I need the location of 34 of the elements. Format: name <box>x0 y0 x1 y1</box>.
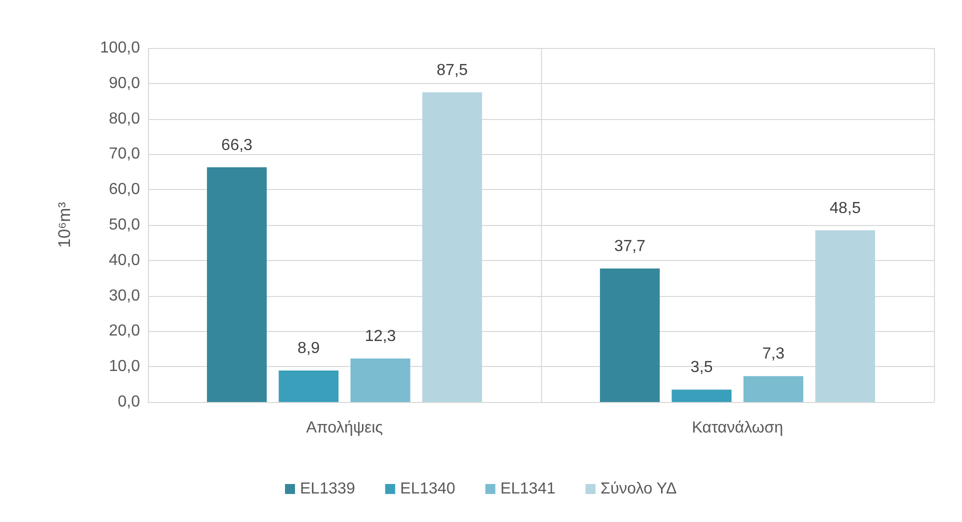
legend-label: Σύνολο ΥΔ <box>600 480 678 498</box>
y-tick-label: 20,0 <box>108 322 140 340</box>
y-axis-title: 10⁶m³ <box>55 202 74 248</box>
y-tick-label: 80,0 <box>108 110 140 128</box>
data-label: 7,3 <box>762 346 785 363</box>
bar <box>350 358 410 402</box>
data-label: 66,3 <box>221 136 253 154</box>
y-tick-label: 70,0 <box>108 146 140 163</box>
bar <box>672 390 732 402</box>
legend-label: EL1341 <box>500 480 556 498</box>
y-tick-label: 90,0 <box>108 74 140 92</box>
y-tick-label: 40,0 <box>108 252 140 269</box>
bar <box>600 268 660 402</box>
y-tick-label: 30,0 <box>108 287 140 304</box>
bar <box>206 167 267 402</box>
legend-label: EL1339 <box>300 480 356 498</box>
y-tick-label: 10,0 <box>108 358 140 376</box>
data-label: 87,5 <box>436 62 468 79</box>
data-label: 12,3 <box>364 328 396 345</box>
data-label: 48,5 <box>830 200 861 217</box>
y-tick-label: 50,0 <box>108 216 140 234</box>
data-label: 8,9 <box>297 340 320 357</box>
bar <box>278 370 339 402</box>
bar <box>422 92 482 402</box>
bar <box>743 376 804 402</box>
y-tick-label: 0,0 <box>118 394 140 410</box>
bar <box>815 230 876 402</box>
data-label: 3,5 <box>690 359 713 376</box>
legend-label: EL1340 <box>400 480 456 498</box>
y-tick-label: 60,0 <box>108 181 140 198</box>
y-tick-label: 100,0 <box>100 40 140 56</box>
x-tick-label: Κατανάλωση <box>692 420 784 436</box>
data-label: 37,7 <box>614 238 646 256</box>
x-tick-label: Απολήψεις <box>306 420 384 436</box>
